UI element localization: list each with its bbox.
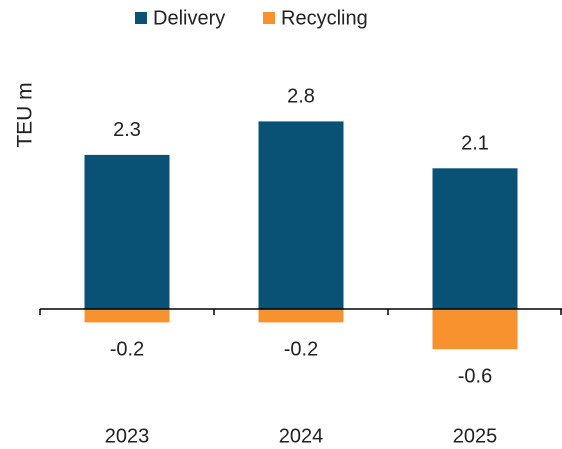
legend-swatch bbox=[135, 12, 147, 24]
value-label: -0.6 bbox=[458, 365, 492, 387]
value-label: 2.3 bbox=[113, 119, 141, 141]
value-label: 2.8 bbox=[287, 86, 315, 108]
x-tick-label: 2025 bbox=[453, 425, 498, 447]
value-label: 2.1 bbox=[461, 133, 489, 155]
bar bbox=[84, 154, 170, 309]
x-tick-label: 2023 bbox=[105, 425, 150, 447]
legend-label: Delivery bbox=[153, 7, 225, 29]
axis-label: TEU m bbox=[14, 82, 37, 147]
bar bbox=[432, 309, 518, 350]
value-label: -0.2 bbox=[110, 339, 144, 361]
bar bbox=[258, 121, 344, 310]
bar bbox=[84, 309, 170, 323]
bar bbox=[432, 168, 518, 309]
legend-label: Recycling bbox=[281, 7, 368, 29]
x-tick-label: 2024 bbox=[279, 425, 324, 447]
bar bbox=[258, 309, 344, 323]
value-label: -0.2 bbox=[284, 339, 318, 361]
legend-swatch bbox=[263, 12, 275, 24]
